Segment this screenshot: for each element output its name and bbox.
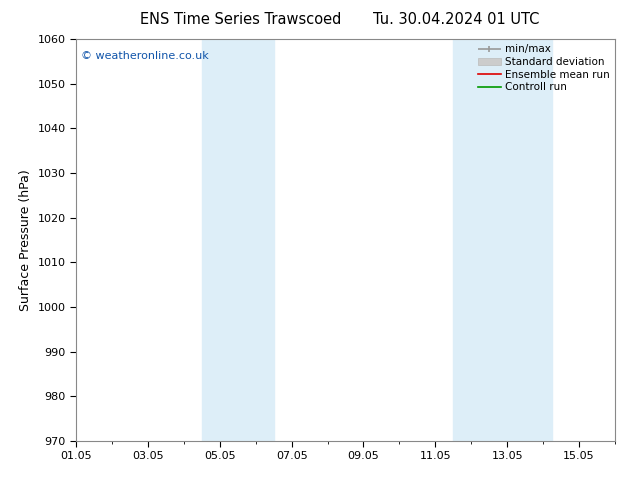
- Text: © weatheronline.co.uk: © weatheronline.co.uk: [81, 51, 209, 61]
- Bar: [453, 39, 489, 441]
- Text: ENS Time Series Trawscoed: ENS Time Series Trawscoed: [140, 12, 342, 27]
- Bar: [229, 39, 274, 441]
- Text: Tu. 30.04.2024 01 UTC: Tu. 30.04.2024 01 UTC: [373, 12, 540, 27]
- Bar: [202, 39, 229, 441]
- Legend: min/max, Standard deviation, Ensemble mean run, Controll run: min/max, Standard deviation, Ensemble me…: [476, 42, 612, 94]
- Y-axis label: Surface Pressure (hPa): Surface Pressure (hPa): [19, 169, 32, 311]
- Bar: [489, 39, 552, 441]
